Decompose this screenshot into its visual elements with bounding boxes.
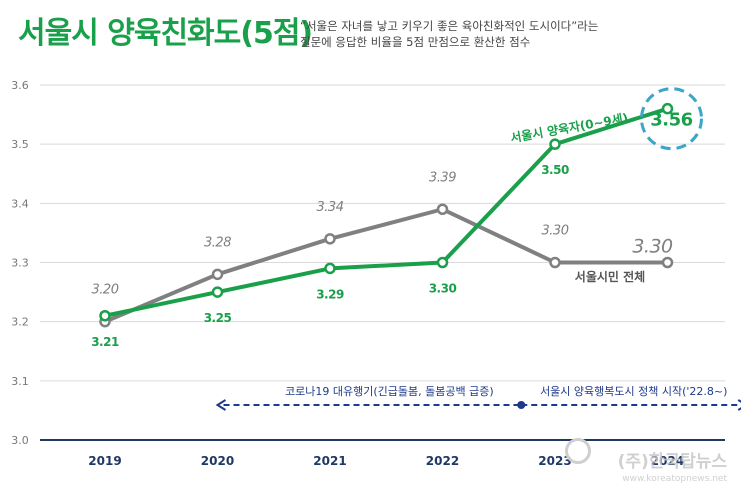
data-point — [661, 102, 674, 115]
y-tick-label: 3.1 — [11, 375, 29, 388]
chart-title: 서울시 양육친화도(5점) — [18, 16, 313, 51]
y-tick-label: 3.4 — [11, 197, 29, 210]
data-label: 3.39 — [429, 170, 456, 185]
data-label: 3.34 — [317, 200, 344, 215]
data-point — [324, 233, 336, 245]
x-tick-label: 2019 — [88, 454, 121, 468]
series-lines — [99, 102, 674, 328]
chart-subtitle: “서울은 자녀를 낳고 키우기 좋은 육아친화적인 도시이다”라는 질문에 응답… — [300, 18, 598, 50]
annotation-label: 코로나19 대유행기(긴급돌봄, 돌봄공백 급증) — [285, 385, 494, 398]
data-point — [211, 286, 224, 298]
series-line — [104, 207, 668, 324]
y-tick-label: 3.2 — [11, 316, 29, 329]
data-label: 3.21 — [91, 335, 119, 349]
data-label: 3.28 — [204, 235, 231, 250]
subtitle-line-1: “서울은 자녀를 낳고 키우기 좋은 육아친화적인 도시이다”라는 — [300, 19, 599, 33]
y-tick-label: 3.3 — [11, 257, 29, 270]
x-tick-label: 2022 — [426, 454, 459, 468]
y-tick-label: 3.0 — [11, 434, 29, 447]
annotation-label: 서울시 양육행복도시 정책 시작('22.8~) — [540, 385, 727, 398]
data-point — [211, 268, 224, 281]
series-line — [104, 106, 669, 318]
watermark-url: www.koreatopnews.net — [622, 474, 727, 484]
x-tick-label: 2020 — [201, 454, 234, 468]
data-labels: 3.20 3.28 3.34 3.39 3.30 3.30 3.21 3.25 3.29 3.30… — [91, 87, 703, 349]
annotation-arrows: 코로나19 대유행기(긴급돌봄, 돌봄공백 급증) 서울시 양육행복도시 정책 시… — [215, 385, 741, 411]
data-label: 3.50 — [541, 163, 569, 177]
y-axis-ticks: 3.0 3.1 3.2 3.3 3.4 3.5 3.6 — [11, 79, 29, 447]
watermark-logo-icon — [565, 438, 591, 464]
x-tick-label: 2021 — [313, 454, 346, 468]
series-name-label: 서울시민 전체 — [575, 269, 645, 284]
data-point — [436, 256, 449, 269]
data-point — [324, 262, 336, 275]
x-tick-label: 2024 — [651, 454, 684, 468]
data-point — [436, 203, 449, 215]
subtitle-line-2: 질문에 응답한 비율을 5점 만점으로 환산한 점수 — [300, 35, 531, 49]
data-point — [549, 138, 561, 150]
data-label: 3.25 — [204, 311, 232, 325]
grid-lines — [40, 84, 725, 441]
data-point — [549, 256, 561, 269]
watermark-text: (주)한국탑뉴스 — [617, 452, 727, 472]
data-label: 3.56 — [650, 110, 692, 131]
y-tick-label: 3.6 — [11, 79, 29, 92]
arrow-left-icon — [215, 399, 227, 411]
x-tick-label: 2023 — [538, 454, 571, 468]
data-point — [99, 310, 111, 322]
data-point — [661, 256, 674, 269]
data-label: 3.30 — [429, 282, 457, 296]
data-label: 3.29 — [316, 287, 344, 301]
annotation-divider-dot — [517, 401, 526, 409]
data-label: 3.30 — [632, 236, 673, 258]
data-label: 3.20 — [92, 283, 119, 298]
highlight-ring — [640, 87, 703, 151]
data-label: 3.30 — [542, 224, 569, 239]
y-tick-label: 3.5 — [11, 138, 29, 151]
x-axis-ticks: 2019 2020 2021 2022 2023 2024 — [88, 454, 684, 468]
